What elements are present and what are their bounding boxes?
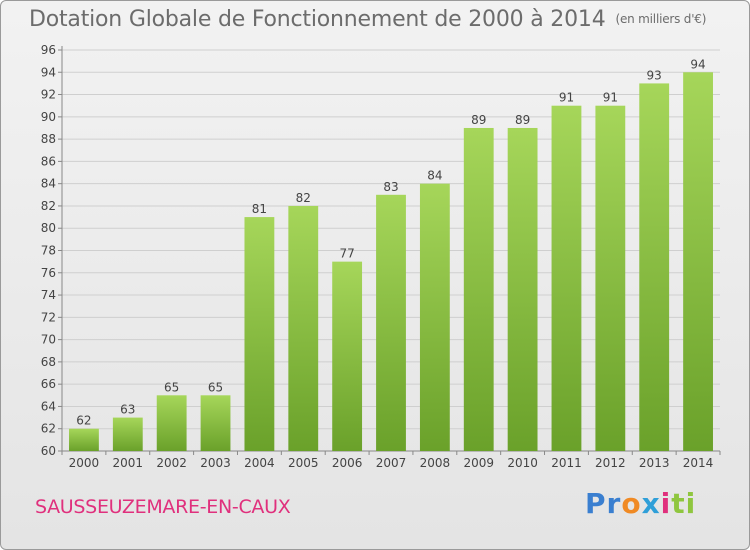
x-tick-label: 2013 <box>639 456 670 470</box>
bar <box>288 205 319 451</box>
data-label: 89 <box>471 113 486 127</box>
y-tick-label: 92 <box>41 88 56 102</box>
bar <box>332 261 363 451</box>
data-label: 77 <box>339 247 354 261</box>
x-tick-label: 2011 <box>551 456 582 470</box>
x-tick-label: 2002 <box>156 456 187 470</box>
y-tick-label: 62 <box>41 422 56 436</box>
chart-title: Dotation Globale de Fonctionnement de 20… <box>29 7 706 32</box>
data-label: 91 <box>603 91 618 105</box>
data-label: 84 <box>427 169 442 183</box>
bar <box>112 417 143 451</box>
y-tick-label: 90 <box>41 110 56 124</box>
data-label: 83 <box>383 180 398 194</box>
logo-part: Pr <box>585 487 622 520</box>
data-label: 89 <box>515 113 530 127</box>
bar <box>156 395 187 451</box>
bar <box>200 395 231 451</box>
bar <box>595 105 626 451</box>
bar <box>463 127 494 451</box>
x-tick-label: 2009 <box>463 456 494 470</box>
data-label: 65 <box>208 380 223 394</box>
bar <box>376 194 406 452</box>
bar <box>639 83 670 452</box>
y-tick-label: 84 <box>41 177 56 191</box>
chart-unit: (en milliers d'€) <box>615 12 707 26</box>
bar <box>551 105 582 451</box>
y-tick-label: 74 <box>41 288 56 302</box>
x-tick-label: 2005 <box>288 456 319 470</box>
y-tick-label: 66 <box>41 377 56 391</box>
logo-part: i <box>660 487 672 520</box>
y-tick-label: 78 <box>41 244 56 258</box>
data-label: 65 <box>164 380 179 394</box>
data-label: 93 <box>647 68 662 82</box>
logo-part: x <box>641 487 661 520</box>
y-tick-label: 60 <box>41 444 56 458</box>
y-tick-label: 94 <box>41 65 56 79</box>
x-tick-label: 2014 <box>683 456 714 470</box>
bars <box>69 72 713 452</box>
y-tick-label: 76 <box>41 266 56 280</box>
x-tick-label: 2010 <box>507 456 538 470</box>
y-tick-label: 70 <box>41 333 56 347</box>
y-tick-label: 82 <box>41 199 56 213</box>
data-label: 91 <box>559 91 574 105</box>
y-tick-label: 68 <box>41 355 56 369</box>
x-tick-label: 2004 <box>244 456 275 470</box>
x-tick-label: 2000 <box>69 456 100 470</box>
logo-part: o <box>621 487 642 520</box>
x-tick-label: 2008 <box>420 456 451 470</box>
value-labels: 62 2000 63 2001 65 2002 65 2003 81 2004 82 2005 77 20… <box>69 57 714 470</box>
y-tick-label: 88 <box>41 132 56 146</box>
data-label: 62 <box>76 414 91 428</box>
bar <box>69 428 99 451</box>
bar <box>244 217 275 451</box>
bar <box>683 72 713 452</box>
data-label: 81 <box>252 202 267 216</box>
y-tick-label: 96 <box>41 43 56 57</box>
data-label: 82 <box>296 191 311 205</box>
bar <box>507 127 538 451</box>
x-tick-label: 2001 <box>113 456 144 470</box>
proxiti-logo[interactable]: Proxiti <box>585 487 696 520</box>
x-tick-label: 2012 <box>595 456 626 470</box>
data-label: 94 <box>690 57 705 71</box>
commune-name: SAUSSEUZEMARE-EN-CAUX <box>35 496 291 518</box>
y-tick-label: 80 <box>41 221 56 235</box>
y-tick-label: 86 <box>41 154 56 168</box>
x-tick-label: 2007 <box>376 456 407 470</box>
data-label: 63 <box>120 403 135 417</box>
bar <box>419 183 450 451</box>
y-tick-label: 72 <box>41 310 56 324</box>
axes: 60 62 64 66 68 70 72 74 76 78 80 82 84 86 88 90 92 94 96 <box>41 43 721 458</box>
x-tick-label: 2006 <box>332 456 363 470</box>
x-tick-label: 2003 <box>200 456 231 470</box>
logo-part: ti <box>671 487 697 520</box>
chart-title-text: Dotation Globale de Fonctionnement de 20… <box>29 7 606 32</box>
y-tick-label: 64 <box>41 399 56 413</box>
